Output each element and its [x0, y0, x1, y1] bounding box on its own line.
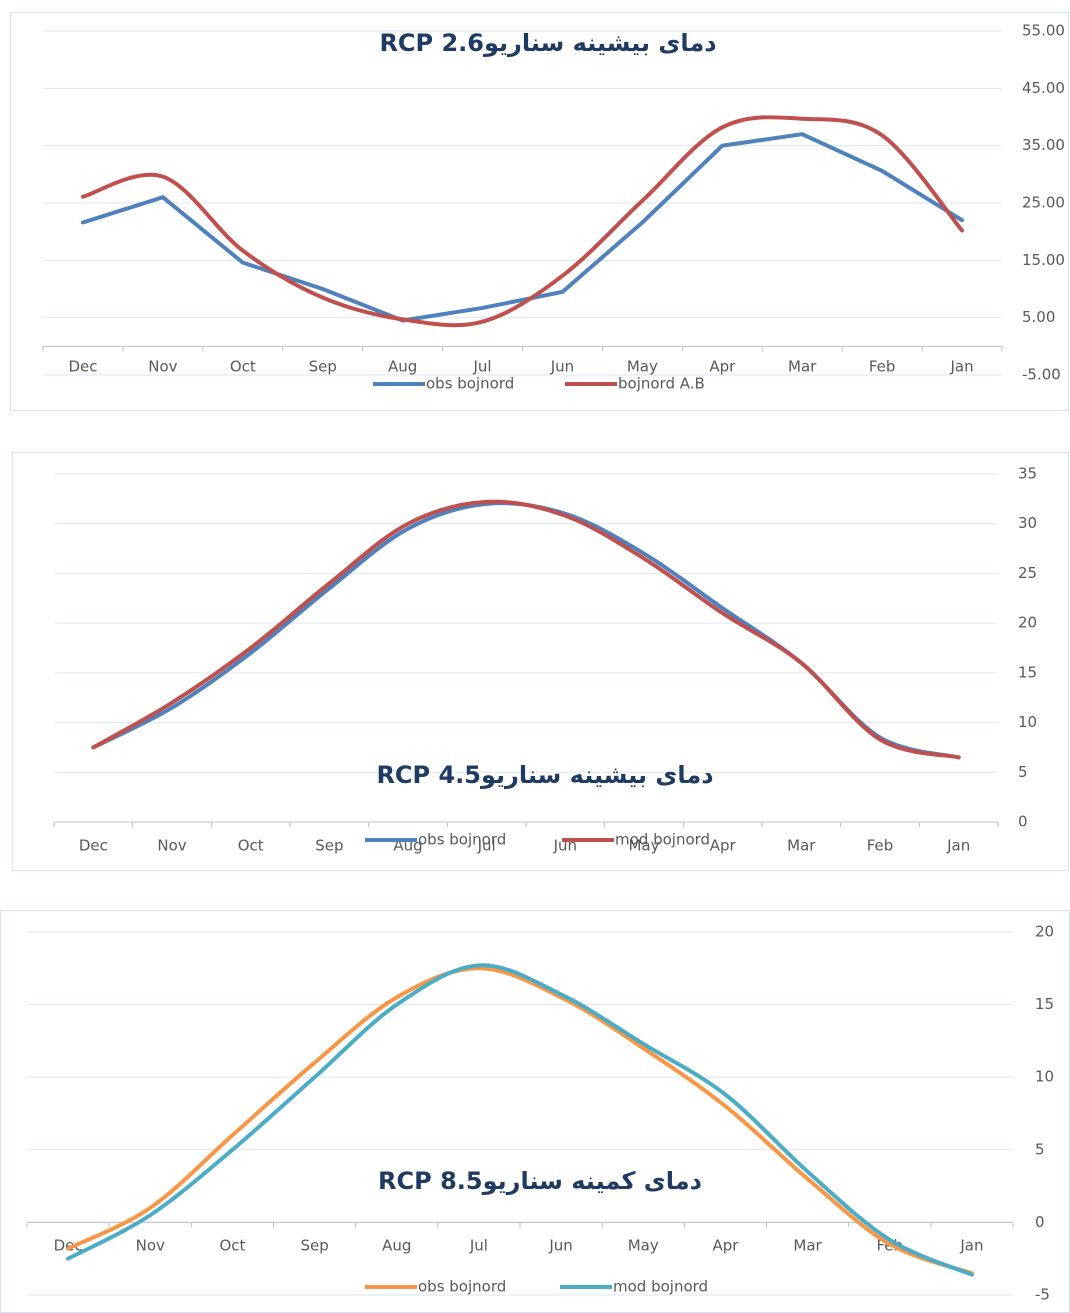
- x-tick-label: Mar: [787, 837, 816, 855]
- x-tick-label: Jul: [477, 837, 496, 855]
- x-tick-label: Apr: [709, 358, 736, 376]
- x-tick-label: Jul: [469, 1237, 488, 1255]
- x-tick-label: May: [627, 358, 658, 376]
- x-tick-label: May: [628, 837, 659, 855]
- series-line: [66, 963, 974, 1277]
- x-tick-label: Mar: [793, 1237, 822, 1255]
- legend-label: obs bojnord: [418, 1278, 506, 1296]
- x-tick-label: Mar: [788, 358, 817, 376]
- x-tick-label: Jul: [472, 358, 491, 376]
- legend-label: obs bojnord: [426, 375, 514, 393]
- y-tick-label: 15: [1018, 663, 1037, 681]
- y-tick-label: 45.00: [1022, 79, 1065, 97]
- y-tick-label: -5.00: [1022, 366, 1061, 384]
- y-tick-label: 5: [1018, 763, 1028, 781]
- x-tick-label: Jan: [946, 837, 970, 855]
- x-tick-label: Apr: [710, 837, 737, 855]
- y-tick-label: 0: [1018, 813, 1028, 831]
- y-tick-label: 20: [1035, 923, 1054, 941]
- x-tick-label: May: [628, 1237, 659, 1255]
- y-tick-label: 20: [1018, 614, 1037, 632]
- series-line: [66, 966, 974, 1276]
- x-tick-label: Apr: [712, 1237, 739, 1255]
- y-tick-label: 5: [1035, 1140, 1045, 1158]
- x-tick-label: Sep: [309, 358, 337, 376]
- x-tick-label: Nov: [136, 1237, 165, 1255]
- x-tick-label: Dec: [79, 837, 108, 855]
- chart-frame: [10, 12, 1069, 411]
- legend-label: mod bojnord: [615, 831, 710, 849]
- x-tick-label: Nov: [148, 358, 177, 376]
- x-tick-label: Oct: [238, 837, 264, 855]
- series-line: [80, 132, 965, 323]
- legend-label: bojnord A.B: [618, 375, 705, 393]
- legend-label: mod bojnord: [613, 1278, 708, 1296]
- x-tick-label: Jan: [959, 1237, 983, 1255]
- y-tick-label: 15.00: [1022, 251, 1065, 269]
- chart-title: دمای بیشینه سناریوRCP 4.5: [376, 761, 713, 789]
- legend-label: obs bojnord: [418, 831, 506, 849]
- x-tick-label: Oct: [219, 1237, 245, 1255]
- y-tick-label: 35.00: [1022, 136, 1065, 154]
- chart-title: دمای کمینه سناریوRCP 8.5: [378, 1167, 702, 1195]
- x-tick-label: Dec: [54, 1237, 83, 1255]
- y-tick-label: 10: [1035, 1068, 1054, 1086]
- y-tick-label: 30: [1018, 514, 1037, 532]
- x-tick-label: Nov: [157, 837, 186, 855]
- y-tick-label: 10: [1018, 713, 1037, 731]
- chart-frame: [12, 452, 1069, 871]
- y-tick-label: 35: [1018, 465, 1037, 483]
- x-tick-label: Jun: [548, 1237, 572, 1255]
- x-tick-label: Feb: [869, 358, 896, 376]
- x-tick-label: Oct: [230, 358, 256, 376]
- x-tick-label: Jan: [949, 358, 973, 376]
- y-tick-label: -5: [1035, 1286, 1050, 1304]
- x-tick-label: Sep: [300, 1237, 328, 1255]
- y-tick-label: 0: [1035, 1213, 1045, 1231]
- series-line: [80, 115, 965, 328]
- x-tick-label: Aug: [382, 1237, 411, 1255]
- y-tick-label: 5.00: [1022, 308, 1055, 326]
- y-tick-label: 55.00: [1022, 22, 1065, 40]
- y-tick-label: 25: [1018, 564, 1037, 582]
- x-tick-label: Sep: [315, 837, 343, 855]
- chart-title: دمای بیشینه سناریوRCP 2.6: [379, 29, 716, 57]
- y-tick-label: 25.00: [1022, 194, 1065, 212]
- x-tick-label: Jun: [550, 358, 574, 376]
- series-line: [91, 499, 961, 760]
- x-tick-label: Feb: [867, 837, 894, 855]
- x-tick-label: Dec: [68, 358, 97, 376]
- x-tick-label: Aug: [388, 358, 417, 376]
- y-tick-label: 15: [1035, 995, 1054, 1013]
